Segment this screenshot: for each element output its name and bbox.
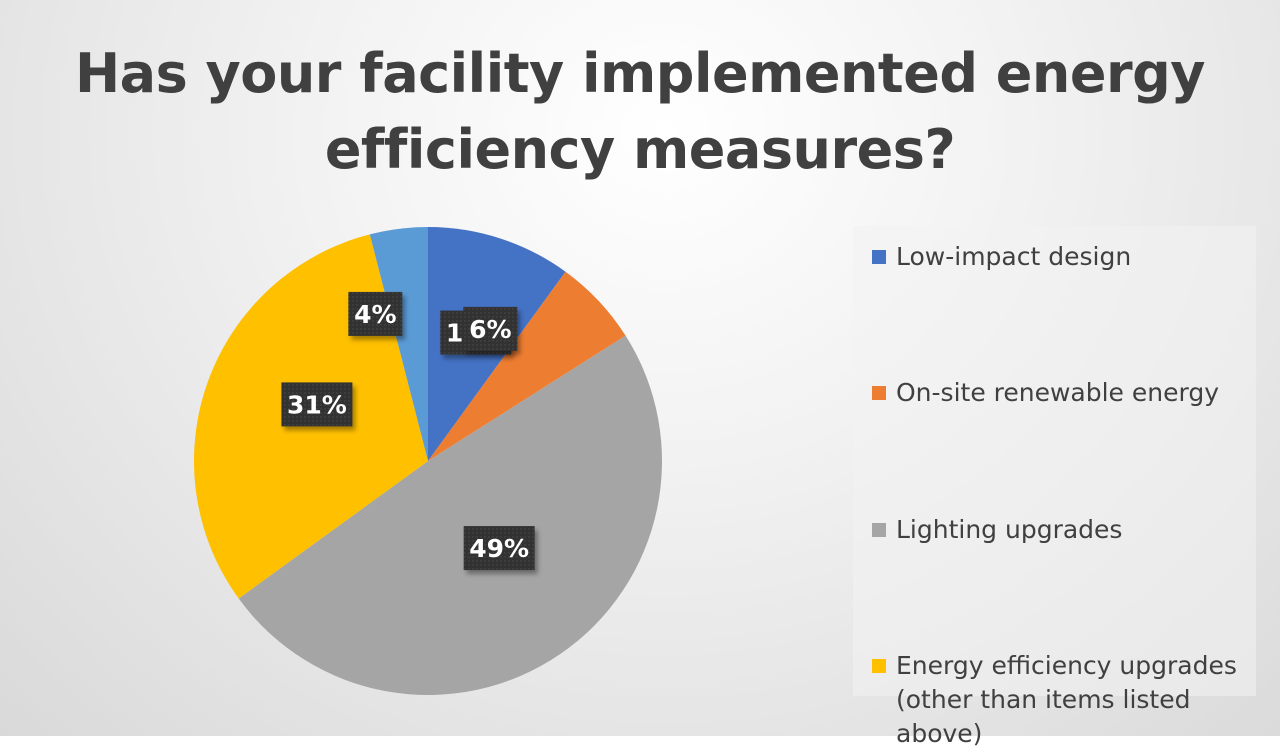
data-label-text: 31%	[287, 390, 347, 419]
legend-swatch	[872, 659, 886, 673]
pie-slice-on-site-renewable-energy	[428, 271, 626, 461]
pie-slice-unlabeled	[369, 227, 428, 461]
data-label: 4%	[348, 291, 403, 336]
legend-label: On-site renewable energy	[896, 378, 1219, 407]
legend-label: Low-impact design	[896, 242, 1132, 271]
data-label-text: 6%	[469, 315, 511, 344]
data-label: 49%	[463, 526, 535, 571]
data-label-text: 49%	[469, 534, 529, 563]
legend-label: Lighting upgrades	[896, 515, 1123, 544]
legend-swatch	[872, 250, 886, 264]
data-label: 31%	[281, 382, 353, 427]
legend: Low-impact design On-site renewable ener…	[853, 226, 1256, 748]
chart-title: Has your facility implemented energy eff…	[74, 42, 1206, 181]
data-label-box	[463, 306, 518, 351]
legend-label: Energy efficiency upgrades (other than i…	[896, 651, 1237, 748]
data-label-box	[348, 291, 403, 336]
data-label: 6%	[463, 306, 518, 351]
data-label-box	[463, 526, 535, 571]
legend-swatch	[872, 523, 886, 537]
legend-swatch	[872, 386, 886, 400]
data-label-text: 4%	[354, 300, 396, 329]
pie-slice-lighting-upgrades	[238, 335, 663, 696]
data-label-box	[281, 382, 353, 427]
